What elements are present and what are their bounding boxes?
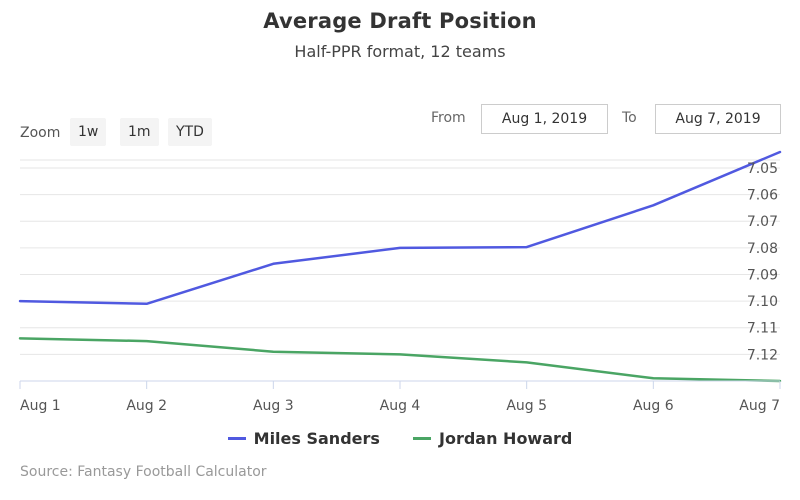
series-line-jordan-howard	[18, 337, 782, 383]
x-tick-label: Aug 5	[506, 398, 547, 414]
x-tick-label: Aug 1	[20, 398, 61, 414]
zoom-ytd-button[interactable]: YTD	[168, 118, 212, 146]
y-tick-label: 7.12	[747, 347, 778, 363]
from-label: From	[431, 110, 466, 126]
x-tick-label: Aug 7	[739, 398, 780, 414]
legend-label-miles-sanders: Miles Sanders	[253, 429, 380, 448]
x-tick-label: Aug 4	[380, 398, 421, 414]
x-tick-label: Aug 6	[633, 398, 674, 414]
zoom-1w-button[interactable]: 1w	[70, 118, 107, 146]
zoom-1m-button[interactable]: 1m	[120, 118, 159, 146]
y-tick-label: 7.07	[747, 214, 778, 230]
y-tick-label: 7.09	[747, 267, 778, 283]
from-date-input[interactable]: Aug 1, 2019	[481, 104, 608, 134]
legend-item-jordan-howard[interactable]: Jordan Howard	[413, 429, 572, 448]
x-tick-label: Aug 2	[126, 398, 167, 414]
y-tick-label: 7.11	[747, 321, 778, 337]
x-tick-label: Aug 3	[253, 398, 294, 414]
y-tick-label: 7.10	[747, 294, 778, 310]
legend-label-jordan-howard: Jordan Howard	[439, 429, 573, 448]
chart-subtitle: Half-PPR format, 12 teams	[294, 42, 506, 61]
zoom-label: Zoom	[20, 125, 61, 141]
y-tick-label: 7.08	[747, 241, 778, 257]
line-chart: 7.05 7.06 7.07 7.08 7.09 7.10 7.11 7.12 Aug 1 Aug…	[18, 150, 782, 414]
y-tick-label: 7.06	[747, 188, 778, 204]
series-line-miles-sanders	[18, 150, 782, 306]
legend: Miles Sanders Jordan Howard	[0, 425, 800, 448]
legend-swatch-miles-sanders	[227, 437, 246, 440]
legend-swatch-jordan-howard	[413, 437, 431, 440]
chart-title: Average Draft Position	[263, 9, 537, 33]
y-tick-label: 7.05	[747, 161, 778, 177]
legend-item-miles-sanders[interactable]: Miles Sanders	[227, 429, 380, 448]
credits: Source: Fantasy Football Calculator	[20, 464, 267, 480]
to-label: To	[622, 110, 637, 126]
to-date-input[interactable]: Aug 7, 2019	[655, 104, 781, 134]
